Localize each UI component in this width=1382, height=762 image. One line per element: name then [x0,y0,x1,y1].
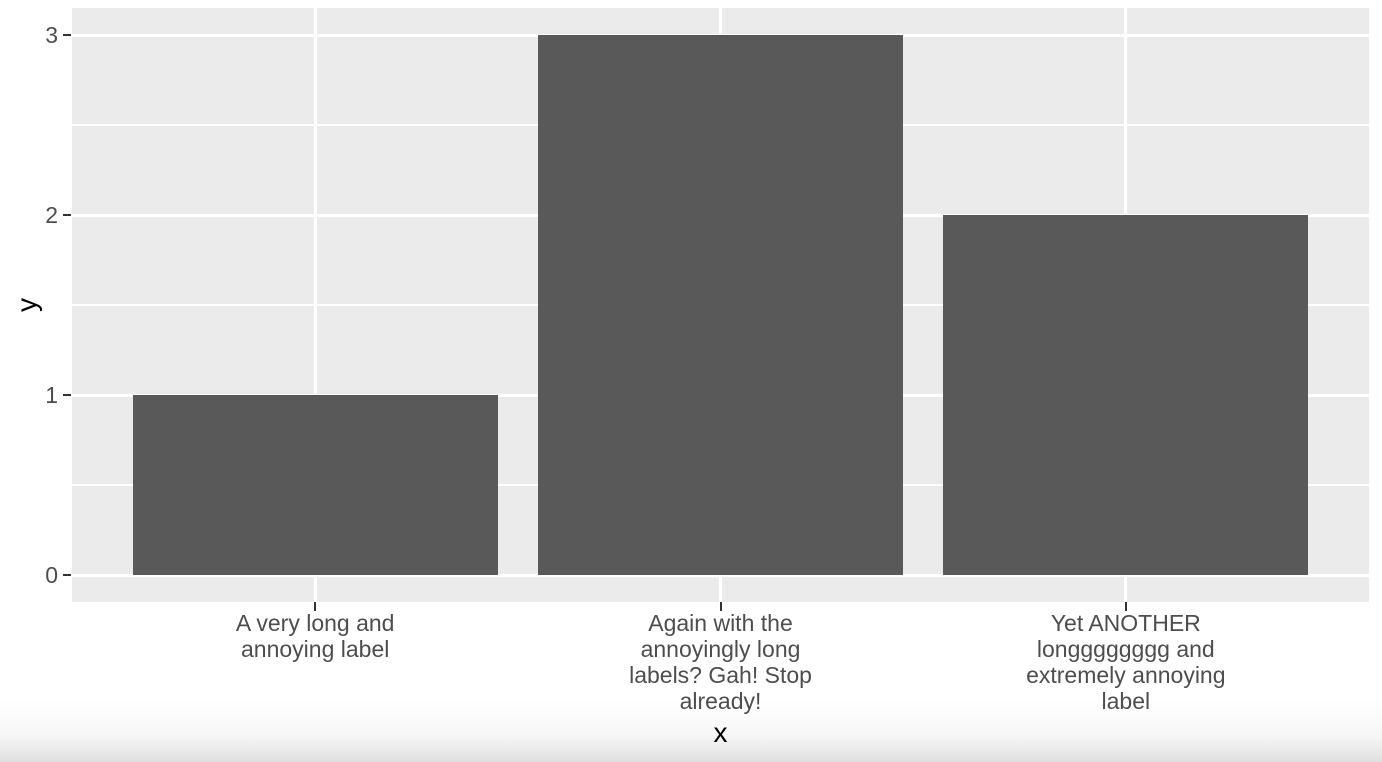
y-tick-label-3: 3 [45,22,58,48]
x-category-label-1: A very long and annoying label [235,610,395,662]
y-tick-mark-3 [63,34,71,36]
x-tick-mark-3 [1124,602,1127,611]
x-tick-mark-1 [314,602,317,611]
y-tick-label-1: 1 [45,382,58,408]
bar-category-2 [538,35,903,575]
y-tick-mark-2 [63,214,71,216]
plot-panel [72,8,1369,602]
y-axis-title: y [11,298,42,312]
y-tick-mark-0 [63,574,71,576]
y-tick-label-0: 0 [45,562,58,588]
gridline-major-x1 [313,8,317,602]
x-category-label-2: Again with the annoyingly long labels? G… [629,610,812,714]
x-axis-title: x [713,717,728,748]
y-tick-mark-1 [63,394,71,396]
x-tick-mark-2 [719,602,722,611]
bar-category-3 [943,215,1309,575]
x-category-label-3: Yet ANOTHER longggggggg and extremely an… [1026,610,1226,714]
bar-category-1 [132,395,498,575]
y-tick-label-2: 2 [45,202,58,228]
